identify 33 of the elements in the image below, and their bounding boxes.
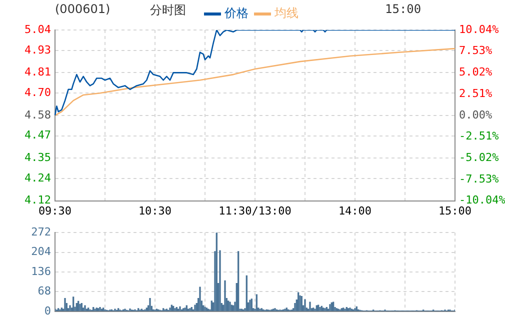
y-tick-label: 4.12 <box>24 194 51 207</box>
legend-label: 价格 <box>224 6 248 20</box>
y-tick-label: 4.70 <box>24 86 51 99</box>
y2-tick-label: -2.51% <box>459 130 500 143</box>
y2-tick-label: 5.02% <box>459 66 492 79</box>
y2-tick-label: -7.53% <box>459 172 500 186</box>
y-tick-label: 136 <box>31 264 51 278</box>
y2-tick-label: 0.00% <box>459 108 492 122</box>
x-tick-label: 11:30/13:00 <box>218 204 292 218</box>
legend-label: 均线 <box>274 6 298 20</box>
y-tick-label: 4.24 <box>24 171 52 184</box>
y-tick-label: 0 <box>44 304 51 318</box>
y-tick-label: 4.47 <box>24 128 51 142</box>
y-tick-label: 272 <box>31 225 51 238</box>
y-tick-label: 4.58 <box>24 108 51 122</box>
y2-tick-label: 7.53% <box>459 44 492 58</box>
y2-tick-label: -10.04% <box>459 194 505 207</box>
y2-tick-label: 10.04% <box>459 22 500 36</box>
x-tick-label: 10:30 <box>138 204 172 218</box>
chart-title: (000601) <box>55 2 110 16</box>
y-tick-label: 4.81 <box>24 66 51 79</box>
x-tick-label: 15:00 <box>438 204 472 218</box>
y-tick-label: 204 <box>31 245 52 258</box>
y-tick-label: 5.04 <box>24 22 52 36</box>
y-tick-label: 4.35 <box>24 150 51 164</box>
chart-subtitle: 分时图 <box>150 2 186 19</box>
text: 15:00 <box>385 2 422 16</box>
y-tick-label: 4.93 <box>24 43 51 56</box>
x-tick-label: 09:30 <box>38 204 72 218</box>
y2-tick-label: 2.51% <box>459 86 492 100</box>
x-tick-label: 14:00 <box>338 204 372 218</box>
y-tick-label: 68 <box>38 284 51 298</box>
y2-tick-label: -5.02% <box>459 150 500 164</box>
